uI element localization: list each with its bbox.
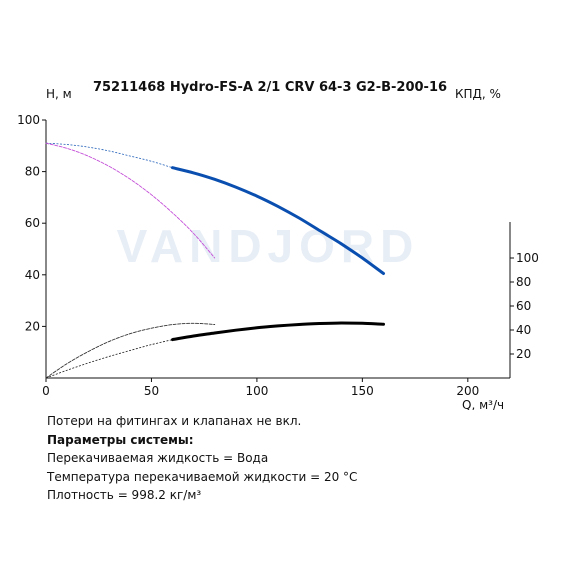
watermark-text: VANDJORD [117,220,420,272]
y-axis-label: H, м [46,87,72,101]
y-tick-label: 40 [25,268,40,282]
series-line-1 [45,142,216,259]
chart-title: 75211468 Hydro-FS-A 2/1 CRV 64-3 G2-B-20… [93,80,447,95]
y2-tick-label: 60 [516,299,531,313]
note-losses: Потери на фитингах и клапанах не вкл. [47,414,302,428]
y2-tick-label: 40 [516,323,531,337]
series-extension-line [45,142,173,169]
system-parameters-heading: Параметры системы: [47,432,194,447]
series-line-3 [45,322,216,379]
x-tick-label: 0 [42,384,50,398]
note-temperature: Температура перекачиваемой жидкости = 20… [47,469,358,484]
pump-curve-chart: VANDJORD 0 50 100 150 200 20 40 60 80 100 20 40 60 80… [17,80,539,410]
system-notes: Потери на фитингах и клапанах не вкл. Па… [47,412,357,505]
y-tick-label: 20 [25,319,40,333]
x-tick-label: 200 [456,384,479,398]
series-line-0 [171,166,385,275]
note-density: Плотность = 998.2 кг/м³ [47,488,202,502]
y2-tick-label: 80 [516,275,531,289]
series-extension-line [45,339,173,379]
x-tick-label: 50 [144,384,159,398]
y-tick-label: 80 [25,165,40,179]
y2-axis-label: КПД, % [455,87,501,101]
y2-tick-label: 20 [516,347,531,361]
series-line-2 [171,321,385,342]
x-axis-label: Q, м³/ч [462,398,504,410]
y-tick-label: 100 [17,113,40,127]
x-tick-label: 100 [245,384,268,398]
note-fluid: Перекачиваемая жидкость = Вода [47,451,269,465]
x-tick-label: 150 [351,384,374,398]
y-tick-label: 60 [25,216,40,230]
y2-tick-label: 100 [516,251,539,265]
